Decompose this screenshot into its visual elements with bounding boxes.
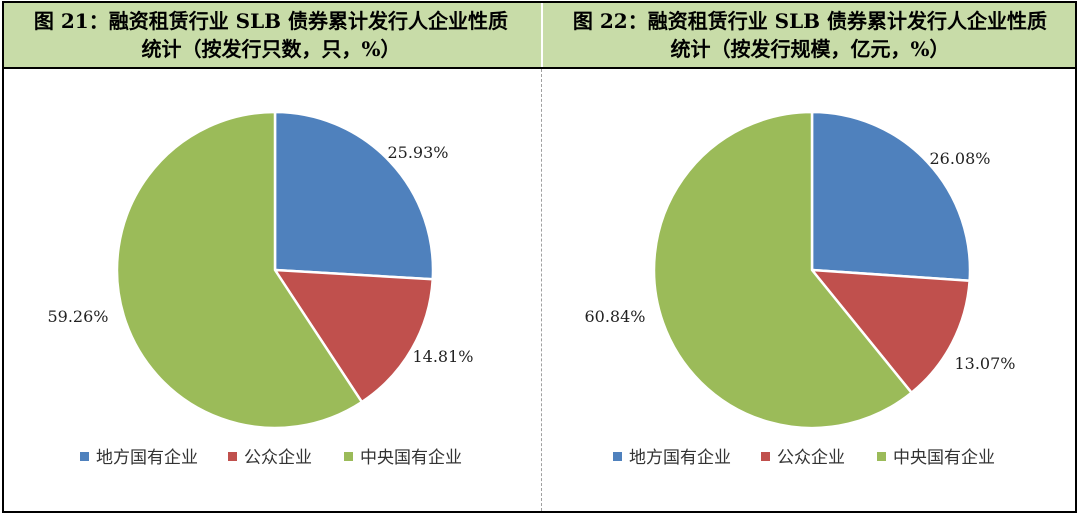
right-title-line1: 图 22：融资租赁行业 SLB 债券累计发行人企业性质 [572,9,1048,33]
right-chart-title: 图 22：融资租赁行业 SLB 债券累计发行人企业性质 统计（按发行规模，亿元，… [545,7,1075,63]
figure-header: 图 21：融资租赁行业 SLB 债券累计发行人企业性质 统计（按发行只数，只，%… [4,3,1075,69]
header-divider [541,3,543,67]
chart1-legend-label-2: 公众企业 [244,448,312,468]
chart2-legend-swatch-3 [877,452,886,461]
chart2-data-label-2: 13.07% [954,354,1015,373]
left-chart-title: 图 21：融资租赁行业 SLB 债券累计发行人企业性质 统计（按发行只数，只，%… [6,7,536,63]
right-title-line2: 统计（按发行规模，亿元，%） [670,37,950,61]
left-title-line1: 图 21：融资租赁行业 SLB 债券累计发行人企业性质 [33,9,509,33]
chart1-data-label-2: 14.81% [412,347,473,366]
chart1-legend-swatch-2 [228,452,237,461]
chart1-slice-2 [273,268,434,404]
chart2-slice-2 [810,268,971,394]
chart2-slice-1 [810,110,972,282]
chart1-data-label-3: 59.26% [47,307,108,326]
chart2-legend-label-3: 中央国有企业 [893,448,995,468]
chart2-legend-swatch-2 [761,452,770,461]
left-title-line2: 统计（按发行只数，只，%） [141,37,401,61]
chart1-data-label-1: 25.93% [387,143,448,162]
chart1-slice-1 [273,110,435,281]
chart2-slice-3 [652,110,913,430]
chart2-legend-swatch-1 [613,452,622,461]
chart1-legend-swatch-1 [80,452,89,461]
chart1-legend-label-1: 地方国有企业 [96,448,198,468]
panel-divider [541,69,542,511]
chart1-slice-3 [115,110,364,430]
chart2-data-label-1: 26.08% [929,149,990,168]
chart2-legend-label-1: 地方国有企业 [629,448,731,468]
chart2-data-label-3: 60.84% [584,307,645,326]
chart2-legend-label-2: 公众企业 [777,448,845,468]
chart1-legend-label-3: 中央国有企业 [360,448,462,468]
chart1-legend-swatch-3 [344,452,353,461]
